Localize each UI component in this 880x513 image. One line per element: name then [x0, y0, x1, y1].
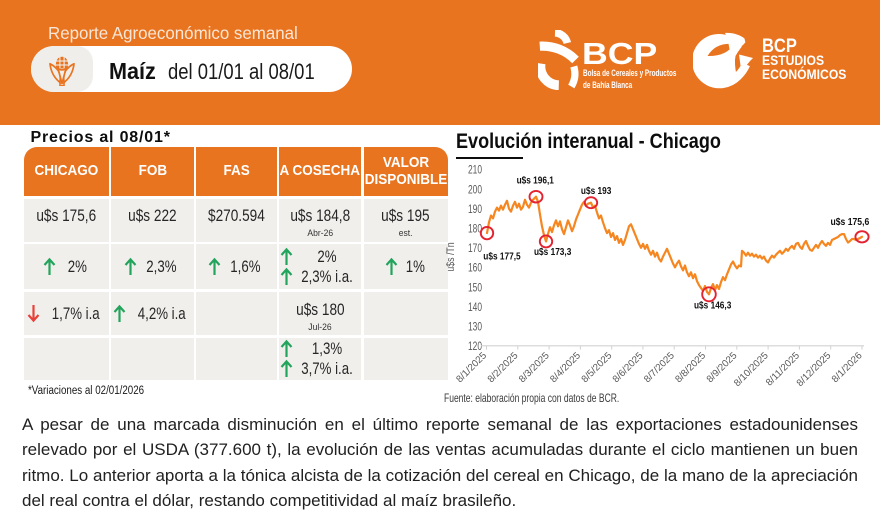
svg-text:210: 210: [468, 164, 482, 177]
svg-text:190: 190: [468, 204, 482, 217]
svg-text:8/2/2025: 8/2/2025: [486, 350, 521, 385]
svg-text:8/5/2025: 8/5/2025: [580, 350, 615, 385]
svg-text:u$s 175,6: u$s 175,6: [831, 216, 870, 228]
svg-text:120: 120: [468, 341, 482, 354]
svg-text:8/4/2025: 8/4/2025: [548, 350, 583, 385]
svg-text:130: 130: [468, 321, 482, 334]
svg-text:140: 140: [468, 302, 482, 315]
svg-text:8/3/2025: 8/3/2025: [517, 350, 552, 385]
svg-text:u$s /Tn: u$s /Tn: [445, 242, 457, 271]
svg-text:8/8/2025: 8/8/2025: [673, 350, 708, 385]
svg-text:8/1/2026: 8/1/2026: [830, 350, 865, 385]
svg-text:u$s 196,1: u$s 196,1: [517, 175, 554, 187]
svg-text:u$s 193: u$s 193: [581, 185, 611, 197]
svg-text:160: 160: [468, 262, 482, 275]
svg-text:8/7/2025: 8/7/2025: [642, 350, 677, 385]
svg-text:u$s 177,5: u$s 177,5: [483, 251, 520, 263]
svg-text:8/12/2025: 8/12/2025: [795, 350, 834, 389]
svg-text:u$s 173,3: u$s 173,3: [534, 246, 571, 258]
svg-text:150: 150: [468, 282, 482, 295]
svg-text:200: 200: [468, 184, 482, 197]
svg-text:180: 180: [468, 223, 482, 236]
svg-text:8/1/2025: 8/1/2025: [454, 350, 489, 385]
svg-text:8/6/2025: 8/6/2025: [611, 350, 646, 385]
svg-text:170: 170: [468, 243, 482, 256]
svg-text:u$s 146,3: u$s 146,3: [694, 300, 731, 312]
